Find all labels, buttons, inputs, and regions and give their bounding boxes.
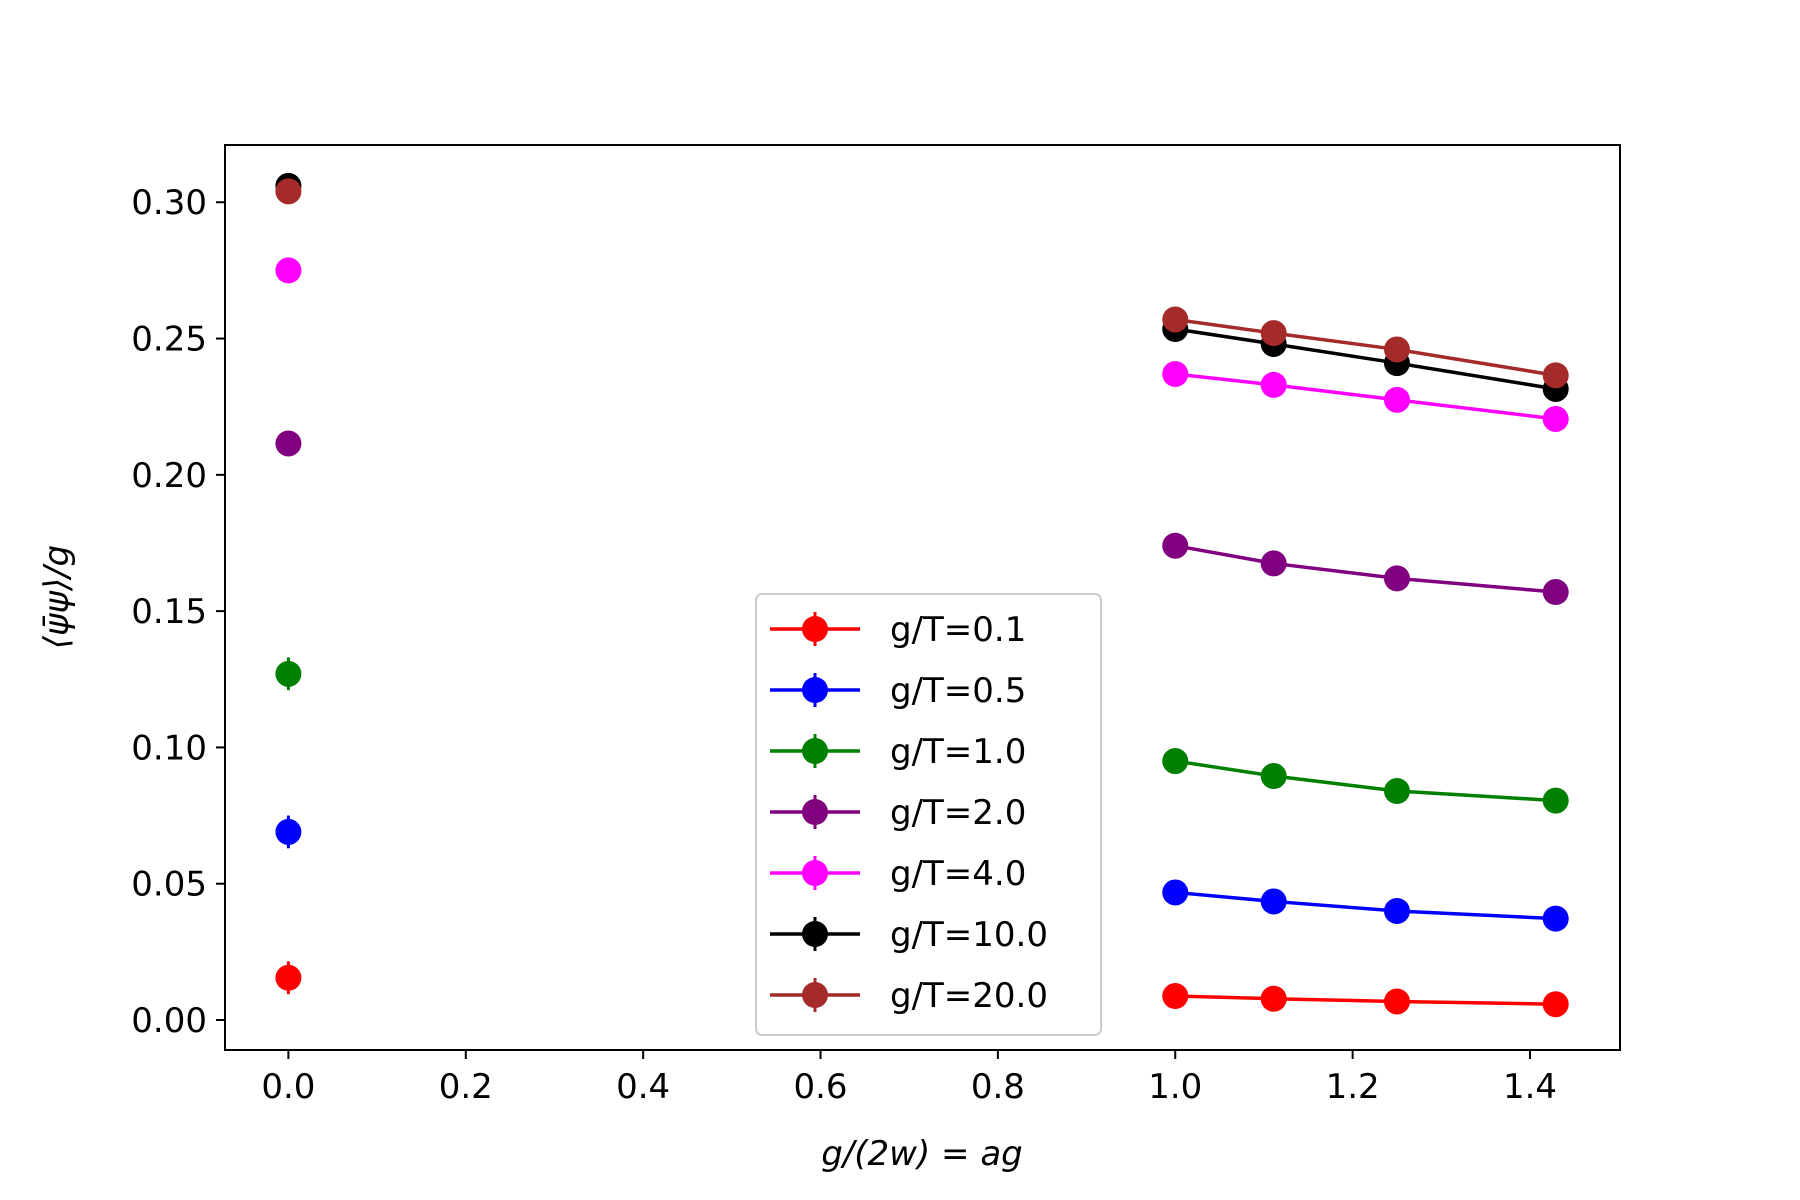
legend-label: g/T=4.0: [890, 854, 1026, 894]
x-tick-label: 0.4: [616, 1067, 670, 1107]
legend-marker: [802, 616, 828, 642]
legend-box: [755, 593, 1102, 1036]
extrapolated-point: [275, 660, 302, 687]
extrapolated-point: [275, 178, 302, 205]
series-g/T=4.0: [275, 257, 1569, 432]
axes-frame: [224, 144, 1621, 1051]
series-line: [1175, 372, 1556, 421]
data-point: [1260, 371, 1287, 398]
y-tick-label: 0.15: [131, 592, 207, 632]
y-tick-label: 0.10: [131, 728, 207, 768]
data-point: [1260, 320, 1287, 347]
legend-entry: g/T=20.0: [770, 976, 1048, 1016]
data-point: [1542, 787, 1569, 814]
data-point: [1383, 565, 1410, 592]
legend-entry: g/T=4.0: [770, 854, 1026, 894]
legend-entry: g/T=0.5: [770, 671, 1026, 711]
data-point: [1542, 362, 1569, 389]
series-line: [1174, 759, 1556, 803]
x-tick-label: 0.6: [793, 1067, 847, 1107]
y-tick-label: 0.30: [131, 183, 207, 223]
legend-marker: [802, 921, 828, 947]
legend-marker: [802, 677, 828, 703]
series-g/T=2.0: [275, 430, 1569, 606]
data-point: [1162, 306, 1189, 333]
data-point: [1542, 405, 1569, 432]
legend-marker: [802, 799, 828, 825]
data-point: [1383, 778, 1410, 805]
legend-entry: g/T=0.1: [770, 610, 1026, 650]
x-tick-label: 1.0: [1148, 1067, 1202, 1107]
legend-entry: g/T=10.0: [770, 915, 1048, 955]
x-tick-label: 0.0: [261, 1067, 315, 1107]
data-point: [1162, 748, 1189, 775]
legend-entry: g/T=2.0: [770, 793, 1026, 833]
data-point: [1260, 985, 1287, 1012]
series-g/T=1.0: [275, 657, 1569, 814]
data-point: [1383, 336, 1410, 363]
legend-label: g/T=20.0: [890, 976, 1048, 1016]
legend-marker: [802, 982, 828, 1008]
x-axis-ticks: 0.0 0.2 0.4 0.6 0.8 1.0 1.2 1.4: [261, 1050, 1557, 1107]
legend-label: g/T=0.5: [890, 671, 1026, 711]
legend-label: g/T=10.0: [890, 915, 1048, 955]
y-tick-label: 0.25: [131, 320, 207, 360]
data-point: [1162, 360, 1189, 387]
extrapolated-point: [275, 964, 302, 991]
series-line: [1175, 890, 1556, 921]
data-point: [1542, 905, 1569, 932]
series-line: [1174, 543, 1556, 594]
data-point: [1383, 386, 1410, 413]
data-point: [1162, 532, 1189, 559]
series-g/T=0.1: [275, 961, 1569, 1018]
y-axis-label: ⟨ψ̄ψ⟩/g: [37, 545, 77, 649]
legend-entry: g/T=1.0: [770, 732, 1026, 772]
legend: g/T=0.1 g/T=0.5 g/T=1.0 g/T=2.0 g/T=4.0 g/T=1…: [755, 593, 1102, 1036]
data-point: [1383, 988, 1410, 1015]
x-tick-label: 1.2: [1326, 1067, 1380, 1107]
extrapolated-point: [275, 430, 302, 457]
data-point: [1162, 983, 1189, 1010]
data-point: [1542, 579, 1569, 606]
x-tick-label: 0.8: [971, 1067, 1025, 1107]
legend-label: g/T=2.0: [890, 793, 1026, 833]
series-line: [1174, 327, 1556, 391]
y-tick-label: 0.00: [131, 1001, 207, 1041]
series-line: [1175, 317, 1556, 378]
x-tick-label: 1.4: [1503, 1067, 1557, 1107]
legend-label: g/T=0.1: [890, 610, 1026, 650]
data-point: [1542, 991, 1569, 1018]
legend-label: g/T=1.0: [890, 732, 1026, 772]
data-point: [1162, 879, 1189, 906]
plot-area: [275, 172, 1569, 1018]
series-line: [1175, 994, 1556, 1006]
x-tick-label: 0.2: [439, 1067, 493, 1107]
data-point: [1260, 888, 1287, 915]
series-g/T=20.0: [275, 178, 1569, 389]
extrapolated-point: [275, 818, 302, 845]
legend-marker: [802, 860, 828, 886]
data-point: [1383, 897, 1410, 924]
series-g/T=0.5: [275, 815, 1569, 932]
y-tick-label: 0.20: [131, 456, 207, 496]
y-tick-label: 0.05: [131, 865, 207, 905]
extrapolated-point: [275, 257, 302, 284]
legend-marker: [802, 738, 828, 764]
data-point: [1260, 550, 1287, 577]
x-axis-label: g/(2w) = ag: [821, 1134, 1023, 1174]
y-axis-ticks: 0.00 0.05 0.10 0.15 0.20 0.25 0.30: [131, 183, 225, 1041]
data-point: [1260, 763, 1287, 790]
